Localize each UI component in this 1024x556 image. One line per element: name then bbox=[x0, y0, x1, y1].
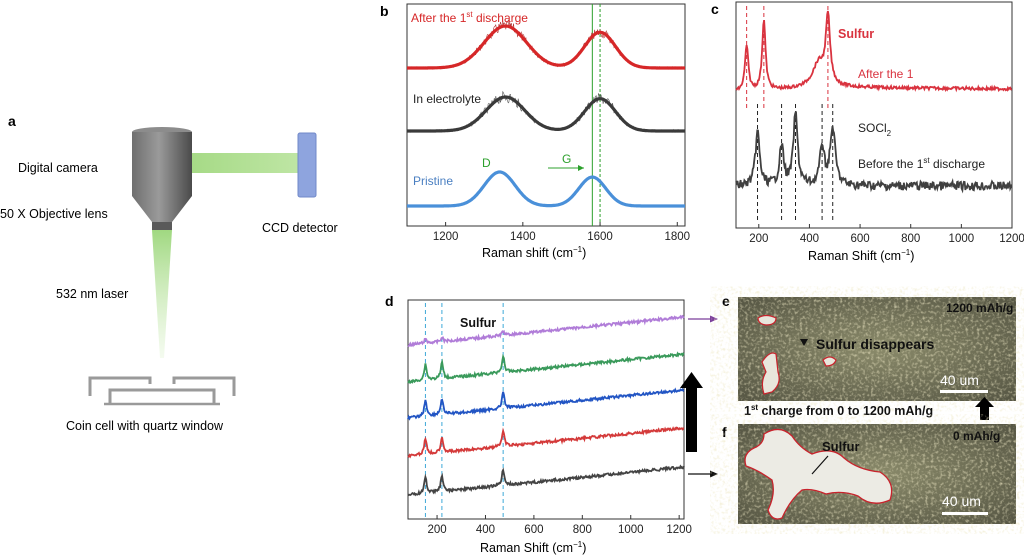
xtick-label: 400 bbox=[800, 233, 819, 245]
label-objective-lens: 50 X Objective lens bbox=[0, 207, 108, 221]
xlabel-c: Raman Shift (cm−1) bbox=[808, 248, 914, 263]
xtick-label: 400 bbox=[476, 524, 495, 536]
xtick-label: 1200 bbox=[999, 233, 1024, 245]
xtick-label: 1800 bbox=[664, 231, 690, 243]
capacity-e: 1200 mAh/g bbox=[946, 301, 1013, 315]
chart-d-xaxis: 200 400 600 800 1000 1200 bbox=[427, 515, 692, 536]
xtick-label: 800 bbox=[901, 233, 920, 245]
laser-beam bbox=[152, 230, 172, 358]
pointer-arrowhead-e bbox=[710, 315, 718, 323]
objective-tip bbox=[152, 222, 172, 230]
label-ccd-detector: CCD detector bbox=[262, 221, 338, 235]
series-line bbox=[407, 464, 685, 497]
charge-label: 1st charge from 0 to 1200 mAh/g bbox=[744, 397, 994, 420]
label-laser: 532 nm laser bbox=[56, 287, 128, 301]
panel-b: b 1200 1400 1600 1800 After the 1st dischar… bbox=[380, 3, 690, 260]
sulfur-region-f bbox=[744, 428, 893, 520]
panel-c: c 200 400 600 800 1000 1200 Sulfur After the … bbox=[711, 1, 1024, 263]
xlabel-d: Raman Shift (cm−1) bbox=[480, 540, 586, 555]
annotation-sulfur-d: Sulfur bbox=[460, 316, 496, 330]
series-line bbox=[407, 426, 685, 459]
panel-letter-f: f bbox=[722, 424, 727, 440]
series-label-c-after: After the 1 discharge bbox=[858, 67, 914, 81]
panel-letter-e: e bbox=[722, 293, 730, 309]
capacity-f: 0 mAh/g bbox=[953, 429, 1000, 443]
charge-small-arrow bbox=[980, 406, 989, 420]
pointer-arrowhead-f bbox=[710, 470, 718, 478]
label-coin-cell: Coin cell with quartz window bbox=[66, 419, 224, 433]
series-line bbox=[407, 351, 685, 385]
series-fit-line bbox=[407, 24, 685, 70]
series-label-b-after: After the 1st discharge bbox=[411, 10, 528, 25]
reflected-beam bbox=[190, 153, 302, 173]
note-f: Sulfur bbox=[822, 439, 860, 454]
xtick-label: 1200 bbox=[433, 231, 459, 243]
panel-letter-c: c bbox=[711, 1, 719, 17]
chart-b-curves bbox=[406, 4, 686, 226]
xtick-label: 200 bbox=[749, 233, 768, 245]
plot-frame-d bbox=[407, 299, 685, 520]
note-e: Sulfur disappears bbox=[816, 336, 934, 352]
chart-c-xaxis: 200 400 600 800 1000 1200 bbox=[749, 224, 1024, 245]
xtick-label: 1000 bbox=[618, 524, 644, 536]
annotation-socl2: SOCl2 bbox=[858, 121, 892, 138]
note-f-pointer bbox=[811, 455, 829, 475]
series-line bbox=[407, 314, 685, 348]
sulfur-region-e3 bbox=[822, 356, 837, 367]
series-label-c-before: Before the 1st discharge bbox=[858, 156, 985, 171]
scalebar-label-f: 40 um bbox=[942, 493, 981, 509]
charge-direction-arrow bbox=[686, 386, 697, 452]
series-line bbox=[735, 10, 1013, 93]
charge-label-text: 1st charge from 0 to 1200 mAh/g bbox=[744, 403, 933, 418]
panel-letter-d: d bbox=[385, 293, 394, 309]
xtick-label: 1000 bbox=[949, 233, 975, 245]
charge-direction-arrowhead bbox=[680, 372, 703, 388]
series-line bbox=[735, 111, 1013, 194]
panel-a: a Digital camera 50 X Objective lens CCD… bbox=[0, 113, 338, 433]
peak-label-g: G bbox=[562, 152, 571, 166]
peak-label-d: D bbox=[482, 156, 491, 170]
scalebar-label-e: 40 um bbox=[940, 372, 979, 388]
label-digital-camera: Digital camera bbox=[18, 161, 98, 175]
xtick-label: 200 bbox=[427, 524, 446, 536]
xtick-label: 1400 bbox=[510, 231, 536, 243]
panel-letter-a: a bbox=[8, 113, 16, 129]
ccd-detector-shape bbox=[297, 132, 317, 198]
scalebar-f bbox=[942, 512, 988, 515]
sulfur-region-e2 bbox=[757, 314, 777, 326]
micrograph-e-texture bbox=[738, 297, 1016, 401]
xtick-label: 1600 bbox=[587, 231, 613, 243]
series-fit-line bbox=[407, 95, 685, 133]
objective-lens-shape bbox=[132, 196, 192, 222]
xtick-label: 1200 bbox=[666, 524, 692, 536]
annotation-sulfur-c: Sulfur bbox=[838, 27, 874, 41]
chart-c-curves bbox=[735, 6, 1013, 222]
panel-letter-b: b bbox=[380, 3, 389, 19]
xtick-label: 600 bbox=[850, 233, 869, 245]
series-line bbox=[407, 387, 685, 421]
coin-cell-shape bbox=[88, 376, 236, 406]
xtick-label: 800 bbox=[573, 524, 592, 536]
chart-d-curves bbox=[407, 303, 685, 517]
sulfur-region-e1 bbox=[761, 352, 780, 395]
series-label-b-electrolyte: In electrolyte bbox=[413, 92, 481, 106]
xtick-label: 600 bbox=[524, 524, 543, 536]
chart-b-xaxis: 1200 1400 1600 1800 bbox=[433, 222, 690, 243]
peak-shift-arrowhead bbox=[578, 165, 584, 171]
series-fit-line bbox=[407, 170, 685, 208]
plot-frame-b bbox=[406, 3, 686, 227]
charge-small-arrowhead bbox=[975, 397, 994, 407]
note-e-pointer bbox=[800, 339, 808, 346]
series-label-b-pristine: Pristine bbox=[413, 174, 453, 188]
digital-camera-body bbox=[132, 132, 192, 196]
panel-f: f 0 mAh/g Sulfur 40 um bbox=[722, 424, 1016, 524]
panel-d: d 200 400 600 800 1000 1200 Sulfur Raman Shif… bbox=[385, 293, 718, 555]
xlabel-b: Raman shift (cm−1) bbox=[482, 245, 586, 260]
panel-e: e 1200 mAh/g Sulfur disappears 40 um bbox=[722, 293, 1016, 401]
scalebar-e bbox=[940, 390, 988, 393]
plot-frame-c bbox=[735, 1, 1013, 229]
